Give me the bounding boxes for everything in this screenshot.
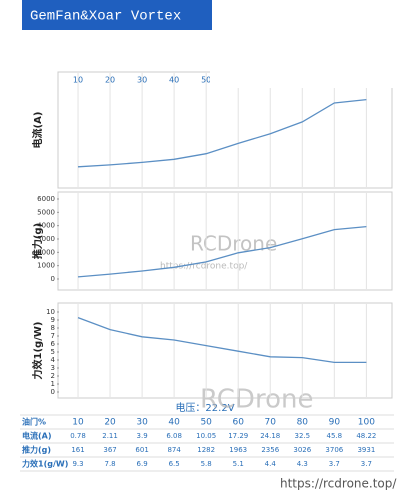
x-tick-label: 20 [105, 76, 115, 85]
row-label: 油门% [22, 417, 46, 427]
y-tick-label: 7 [51, 332, 55, 340]
table-cell: 4.4 [265, 460, 277, 468]
banner-title: GemFan&Xoar Vortex [30, 9, 181, 25]
x-tick-label: 10 [73, 76, 83, 85]
table-cell: 601 [135, 446, 148, 454]
y-tick-label: 8 [51, 324, 55, 332]
table-cell: 6.9 [137, 460, 148, 468]
row-label: 电流(A) [22, 431, 52, 441]
table-cell: 1282 [197, 446, 215, 454]
table-cell: 3.9 [137, 432, 148, 440]
table-cell: 2.11 [102, 432, 118, 440]
x-tick-label: 30 [137, 76, 147, 85]
table-cell: 874 [167, 446, 181, 454]
table-cell: 30 [136, 418, 148, 428]
table-cell: 0.78 [70, 432, 86, 440]
cover [210, 30, 416, 88]
table-cell: 80 [297, 418, 309, 428]
banner [22, 0, 212, 30]
table-cell: 3.7 [361, 460, 372, 468]
table-cell: 20 [104, 418, 116, 428]
watermark: https://rcdrone.top/ [280, 477, 397, 491]
x-tick-label: 40 [169, 76, 179, 85]
y-axis-label: 电流(A) [31, 112, 44, 149]
x-tick-label: 50 [201, 76, 211, 85]
data-line [77, 316, 367, 364]
row-label: 推力(g) [22, 445, 51, 455]
panel-frame [57, 71, 393, 189]
y-tick-label: 2000 [37, 248, 55, 256]
y-tick-label: 0 [51, 275, 55, 283]
table-cell: 3931 [357, 446, 375, 454]
data-line [77, 225, 367, 278]
panel-frame [57, 302, 393, 399]
table-cell: 17.29 [228, 432, 248, 440]
table-cell: 45.8 [327, 432, 343, 440]
watermark: RCDrone [200, 385, 313, 415]
y-tick-label: 1000 [37, 262, 55, 270]
table-cell: 3026 [293, 446, 311, 454]
table-cell: 50 [200, 418, 212, 428]
table-cell: 24.18 [260, 432, 280, 440]
table-cell: 7.8 [104, 460, 115, 468]
caption: 电压：22.2V [175, 401, 234, 414]
table-cell: 3706 [325, 446, 343, 454]
y-tick-label: 5 [51, 348, 55, 356]
y-tick-label: 4000 [37, 222, 55, 230]
table-cell: 5.1 [233, 460, 244, 468]
y-tick-label: 1 [51, 380, 55, 388]
table-cell: 100 [358, 418, 375, 428]
y-tick-label: 2 [51, 372, 55, 380]
table-cell: 70 [265, 418, 277, 428]
table-cell: 40 [168, 418, 180, 428]
watermark: https://rcdrone.top/ [160, 262, 248, 272]
y-tick-label: 0 [51, 388, 55, 396]
table-cell: 3.7 [329, 460, 340, 468]
y-axis-label: 力效1(g/W) [31, 322, 44, 380]
table-cell: 10.05 [196, 432, 216, 440]
panel-frame [57, 191, 393, 291]
y-tick-label: 3 [51, 364, 55, 372]
table-cell: 4.3 [297, 460, 308, 468]
table-cell: 2356 [261, 446, 279, 454]
y-tick-label: 5000 [37, 208, 55, 216]
table-cell: 32.5 [294, 432, 310, 440]
watermark: RCDrone [190, 232, 277, 256]
table-cell: 10 [72, 418, 84, 428]
table-cell: 367 [103, 446, 116, 454]
table-cell: 90 [329, 418, 341, 428]
table-cell: 6.5 [169, 460, 180, 468]
y-tick-label: 10 [46, 308, 55, 316]
y-tick-label: 9 [51, 316, 55, 324]
y-tick-label: 4 [51, 356, 56, 364]
table-cell: 48.22 [356, 432, 376, 440]
table-cell: 9.3 [72, 460, 83, 468]
table-cell: 5.8 [201, 460, 212, 468]
table-cell: 161 [71, 446, 84, 454]
table-cell: 1963 [229, 446, 247, 454]
row-label: 力效1(g/W) [22, 459, 68, 469]
table-cell: 60 [232, 418, 244, 428]
y-tick-label: 3000 [37, 235, 55, 243]
y-tick-label: 6 [51, 340, 56, 348]
y-axis-label: 推力(g) [31, 223, 44, 259]
table-cell: 6.08 [166, 432, 182, 440]
y-tick-label: 6000 [37, 195, 55, 203]
data-line [77, 98, 367, 168]
